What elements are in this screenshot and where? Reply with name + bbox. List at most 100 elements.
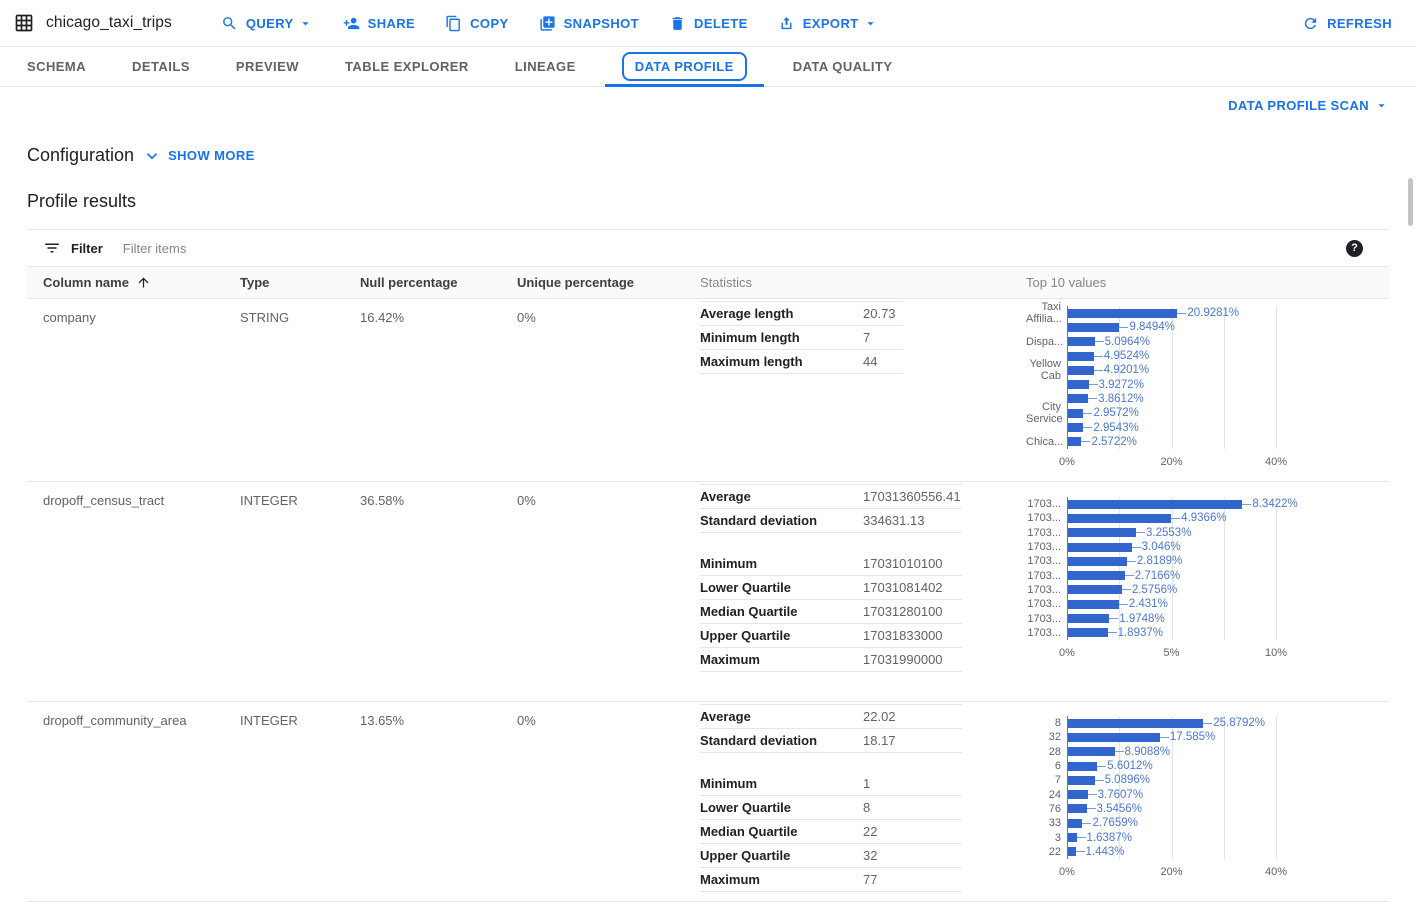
value-label: 3.2553% (1136, 527, 1191, 539)
bar (1068, 542, 1132, 552)
tab-bar: SCHEMA DETAILS PREVIEW TABLE EXPLORER LI… (0, 47, 1416, 87)
x-tick-label: 10% (1264, 647, 1288, 659)
category-label: 1703... (1027, 612, 1061, 625)
delete-button[interactable]: DELETE (654, 7, 763, 40)
category-label: Yellow Cab (1029, 358, 1061, 383)
data-profile-scan-button[interactable]: DATA PROFILE SCAN (1228, 93, 1389, 117)
bar (1068, 747, 1115, 757)
value-label: 5.6012% (1097, 760, 1153, 772)
tab-preview[interactable]: PREVIEW (235, 59, 299, 74)
chart-gridline (1171, 497, 1173, 640)
category-label: 1703... (1027, 583, 1061, 596)
value-label: 9.8494% (1119, 321, 1175, 333)
category-label: City Service (1026, 401, 1063, 426)
bar (1068, 571, 1125, 581)
statistics-cell: Average 17031360556.41 Standard deviation… (684, 482, 1010, 701)
category-label: 1703... (1027, 626, 1061, 639)
table-row: dropoff_community_area INTEGER 13.65% 0%… (27, 702, 1389, 902)
value-label: 3.5456% (1086, 803, 1142, 815)
bar (1068, 408, 1084, 418)
tab-details[interactable]: DETAILS (132, 59, 190, 74)
value-label: 2.431% (1118, 598, 1168, 610)
query-button[interactable]: QUERY (206, 7, 328, 40)
bar (1068, 351, 1094, 361)
configuration-title: Configuration (27, 144, 135, 165)
category-label: 1703... (1027, 498, 1061, 511)
statistics-cell: Average 22.02 Standard deviation 18.17 Min… (684, 702, 1010, 901)
value-label: 4.9201% (1093, 364, 1149, 376)
export-button[interactable]: EXPORT (763, 7, 893, 40)
value-label: 2.5722% (1081, 436, 1137, 448)
category-label: 1703... (1027, 569, 1061, 582)
category-label: 3 (1054, 831, 1061, 844)
copy-icon (446, 15, 461, 31)
tab-table-explorer[interactable]: TABLE EXPLORER (344, 59, 469, 74)
header-null-percentage: Null percentage (360, 275, 458, 290)
null-percentage-cell: 36.58% (360, 493, 405, 508)
value-label: 20.9281% (1177, 307, 1239, 319)
null-percentage-cell: 16.42% (360, 310, 405, 325)
copy-button[interactable]: COPY (430, 7, 523, 40)
sort-ascending-icon[interactable] (136, 275, 151, 290)
category-label: 1703... (1027, 598, 1061, 611)
chart-gridline (1119, 306, 1121, 449)
type-cell: INTEGER (240, 493, 298, 508)
category-label: Chica... (1026, 435, 1064, 448)
header-column-name: Column name (27, 275, 224, 290)
tab-schema[interactable]: SCHEMA (27, 59, 87, 74)
filter-input[interactable] (120, 239, 1334, 257)
value-label: 8.3422% (1242, 498, 1298, 510)
chevron-down-icon (866, 21, 874, 25)
snapshot-button[interactable]: SNAPSHOT (524, 7, 654, 40)
unique-percentage-cell: 0% (517, 493, 536, 508)
column-name-cell: dropoff_census_tract (43, 493, 165, 508)
value-label: 4.9524% (1093, 350, 1149, 362)
x-tick-label: 40% (1264, 866, 1288, 878)
data-profile-panel: DATA PROFILE SCAN Configuration SHOW MOR… (0, 93, 1416, 902)
table-icon (15, 14, 33, 32)
chevron-down-icon (1378, 103, 1385, 107)
category-label: 7 (1054, 774, 1061, 787)
value-label: 1.8937% (1107, 627, 1163, 639)
type-cell: STRING (240, 310, 290, 325)
help-button[interactable]: ? (1346, 239, 1363, 257)
bar (1068, 499, 1243, 509)
bar (1068, 308, 1178, 318)
bar (1068, 585, 1122, 595)
show-more-button[interactable]: SHOW MORE (162, 148, 255, 163)
profile-results-title: Profile results (27, 191, 137, 211)
bar (1068, 599, 1119, 609)
x-tick-label: 20% (1160, 456, 1183, 468)
value-label: 1.9748% (1109, 613, 1165, 625)
chevron-down-icon[interactable] (142, 146, 162, 166)
trash-icon (672, 16, 683, 30)
scrollbar-thumb[interactable] (1408, 178, 1413, 226)
category-label: 8 (1054, 717, 1061, 730)
chart-axis (1067, 497, 1068, 640)
header-statistics: Statistics (700, 275, 753, 290)
person-add-icon (343, 17, 359, 29)
value-label: 2.9543% (1083, 422, 1139, 434)
category-label: Dispa... (1026, 335, 1064, 348)
bar (1068, 614, 1110, 624)
value-label: 3.7607% (1087, 789, 1143, 801)
unique-percentage-cell: 0% (517, 713, 536, 728)
chart-gridline (1223, 716, 1225, 859)
share-button[interactable]: SHARE (328, 7, 431, 40)
top-values-cell: 1703... 8.3422% 1703... 4.9366% 1703... 3.255… (1010, 482, 1398, 701)
tab-lineage[interactable]: LINEAGE (514, 59, 576, 74)
refresh-button[interactable]: REFRESH (1287, 7, 1392, 40)
bar (1068, 423, 1084, 433)
category-label: Taxi Affilia... (1026, 301, 1062, 326)
tab-data-profile[interactable]: DATA PROFILE (599, 47, 770, 87)
tab-data-quality[interactable]: DATA QUALITY (792, 59, 893, 74)
bar (1068, 437, 1082, 447)
x-tick-label: 0% (1059, 456, 1075, 468)
value-label: 8.9088% (1114, 746, 1170, 758)
category-label: 22 (1048, 845, 1061, 858)
page-title: chicago_taxi_trips (46, 14, 172, 31)
category-label: 28 (1048, 745, 1061, 758)
refresh-icon (1304, 17, 1317, 29)
x-tick-label: 0% (1059, 647, 1075, 659)
x-tick-label: 40% (1264, 456, 1288, 468)
